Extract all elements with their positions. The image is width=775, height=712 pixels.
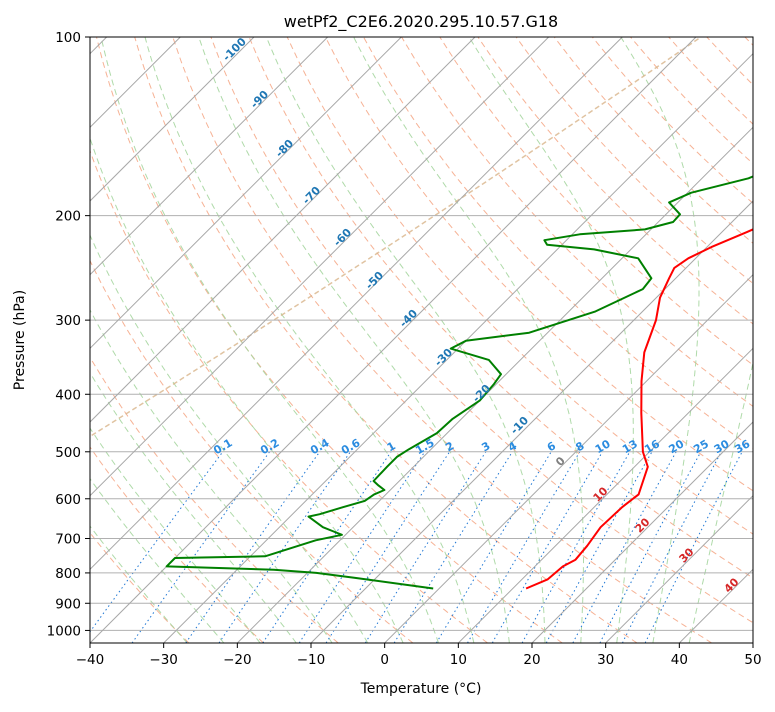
isotherm-label: -90 [248,88,271,111]
y-tick-label: 500 [55,445,81,461]
mixing-ratio-line [436,452,551,643]
x-tick-label: −40 [76,652,105,668]
isotherm-label: -50 [363,269,386,292]
isotherm-gridline [0,37,401,643]
isotherm-label: -80 [273,137,296,160]
isotherm-gridline [0,37,475,643]
moist-adiabat-line [33,37,368,643]
x-tick-label: −30 [149,652,178,668]
mixing-ratio-line [573,452,676,643]
mixing-ratio-line [132,452,270,643]
moist-adiabat-line [689,37,775,643]
isotherm-gridline [311,37,775,643]
x-tick-label: 20 [523,652,540,668]
x-tick-label: 50 [744,652,761,668]
isotherm-label: -20 [470,382,493,405]
y-axis-label: Pressure (hPa) [12,290,28,390]
dry-adiabat-line [0,37,264,643]
temperature-profile-line [526,37,775,589]
isotherm-label: -40 [397,307,420,330]
isotherm-label: 20 [633,515,653,535]
dry-adiabat-line [58,37,487,643]
dry-adiabat-line [745,37,775,643]
y-tick-label: 400 [55,387,81,403]
chart-title: wetPf2_C2E6.2020.295.10.57.G18 [284,12,558,32]
y-tick-label: 800 [55,566,81,582]
dry-adiabat-line [554,37,775,643]
y-tick-label: 100 [55,30,81,46]
mixing-ratio-label: 30 [712,437,732,456]
mixing-ratio-line [82,452,223,643]
y-tick-label: 900 [55,596,81,612]
y-tick-label: 700 [55,532,81,548]
dry-adiabat-line [135,37,637,643]
moist-adiabat-line [145,37,474,643]
moist-adiabat-line [0,37,260,643]
y-tick-label: 1000 [47,623,81,639]
mixing-ratio-line [645,452,742,643]
y-tick-label: 200 [55,209,81,225]
x-tick-label: 40 [671,652,688,668]
mixing-ratio-label: 0.6 [339,436,363,457]
dry-adiabat-line [707,37,775,643]
isotherm-gridline [458,37,775,643]
isotherm-label: -10 [508,414,531,437]
x-tick-label: −20 [223,652,252,668]
isotherm-gridline [753,37,775,643]
mixing-ratio-label: 1.5 [413,436,436,457]
mixing-ratio-line [394,452,512,643]
isotherm-label: 30 [677,545,697,565]
moist-adiabat-line [64,37,403,643]
x-tick-label: 30 [597,652,614,668]
moist-adiabat-line [101,37,439,643]
isotherm-label: 10 [591,484,611,504]
moist-adiabat-line [0,37,187,643]
mixing-ratio-line [546,452,652,643]
x-tick-label: 0 [380,652,389,668]
isotherm-gridline [385,37,775,643]
dry-adiabat-line [0,37,338,643]
mixing-ratio-label: 25 [691,437,711,456]
mixing-ratio-line [219,452,350,643]
moist-adiabat-line [5,37,333,643]
x-tick-label: −10 [297,652,326,668]
moist-adiabat-line [0,37,224,643]
dry-adiabat-line [516,37,775,643]
dry-adiabat-line [20,37,413,643]
isotherm-gridline [16,37,622,643]
mixing-ratio-line [365,452,486,643]
mixing-ratio-line [326,452,450,643]
dry-adiabat-line [0,37,189,643]
isotherm-gridline [532,37,775,643]
x-tick-label: 10 [450,652,467,668]
moist-adiabat-line [469,37,633,643]
y-tick-label: 300 [55,313,81,329]
isotherm-label: -60 [331,226,354,249]
mixing-ratio-label: 16 [642,437,662,456]
y-tick-label: 600 [55,492,81,508]
isotherm-label: -100 [220,35,249,64]
isotherm-label: 40 [722,575,742,595]
dry-adiabat-line [440,37,775,643]
isotherm-gridline [90,37,696,643]
x-axis-label: Temperature (°C) [360,681,482,697]
mixing-ratio-line [263,452,391,643]
isotherm-label: -70 [300,184,323,207]
mixing-ratio-label: 0.2 [258,436,281,457]
mixing-ratio-label: 13 [620,437,640,456]
dewpoint-profile-line [167,37,775,589]
mixing-ratio-label: 10 [593,437,613,456]
mixing-ratio-label: 20 [667,437,687,456]
isotherm-gridline [237,37,775,643]
